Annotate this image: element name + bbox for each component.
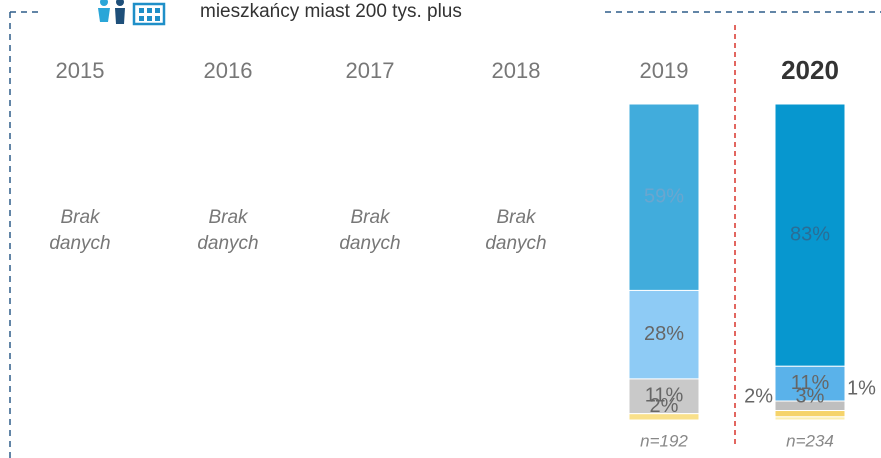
category-label: 2019 (640, 58, 689, 83)
bar-segment (628, 103, 700, 291)
value-label: 2% (650, 395, 679, 417)
value-label: 2% (744, 385, 773, 407)
value-label: 28% (644, 323, 684, 345)
no-data-label: Brak danych (339, 207, 401, 254)
value-label: 11% (791, 372, 830, 394)
no-data-label: Brak danych (197, 207, 259, 254)
no-data-label: Brak danych (485, 207, 547, 254)
value-label: 1% (847, 377, 876, 399)
sample-label: n=234 (786, 431, 834, 450)
sample-label: n=192 (640, 431, 688, 450)
no-data-label: Brak danych (49, 207, 111, 254)
value-label: 11% (645, 385, 684, 407)
bar-segment (774, 416, 846, 421)
value-label: 59% (644, 186, 684, 208)
category-label: 2020 (781, 55, 839, 85)
bar-segment (628, 413, 700, 421)
category-label: 2018 (492, 58, 541, 83)
bar-segment (774, 410, 846, 418)
bar-segment (628, 378, 700, 415)
value-label: 3% (796, 385, 825, 407)
icons (98, 0, 166, 26)
category-label: 2017 (346, 58, 395, 83)
category-label: 2015 (56, 58, 105, 83)
category-label: 2016 (204, 58, 253, 83)
chart-title: mieszkańcy miast 200 tys. plus (200, 1, 462, 22)
value-label: 83% (790, 223, 830, 245)
